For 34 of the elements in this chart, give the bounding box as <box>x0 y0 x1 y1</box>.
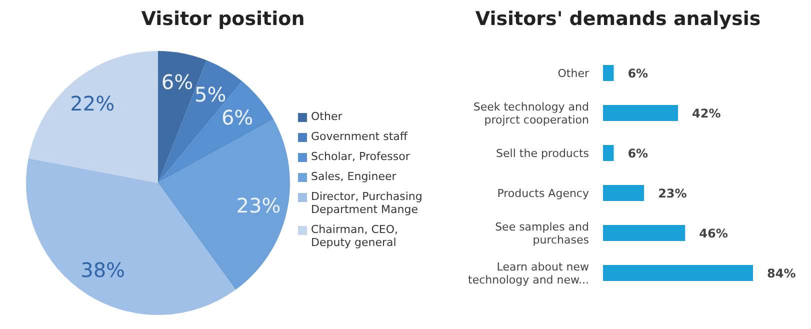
data-label: 23% <box>236 193 281 218</box>
data-label: 38% <box>80 258 126 282</box>
legend-label: Director, Purchasing Department Mange <box>311 190 424 216</box>
data-label: 5% <box>194 82 226 106</box>
bar <box>603 105 678 121</box>
bar <box>603 185 644 201</box>
data-label: 6% <box>221 105 254 130</box>
y-tick-label: See samples and purchases <box>495 220 590 246</box>
bar <box>603 145 614 161</box>
pie-slice <box>26 158 236 315</box>
chart-title: Visitors' demands analysis <box>474 8 762 32</box>
data-label: 22% <box>70 92 115 116</box>
data-label: 84% <box>767 266 796 280</box>
y-tick-label: Seek technology and projrct cooperation <box>473 100 590 126</box>
bar <box>603 225 686 241</box>
legend-label: Chairman, CEO, Deputy general <box>311 223 399 249</box>
bar <box>603 65 614 81</box>
y-tick-label: Products Agency <box>497 186 590 200</box>
data-label: 6% <box>161 70 194 94</box>
data-label: 6% <box>628 66 648 80</box>
legend-label: Scholar, Professor <box>311 150 410 163</box>
data-label: 42% <box>692 106 721 120</box>
legend-label: Government staff <box>311 130 408 143</box>
bar <box>603 265 753 281</box>
legend-label: Other <box>311 110 342 123</box>
data-label: 46% <box>699 226 728 240</box>
y-tick-label: Sell the products <box>496 146 590 160</box>
y-tick-label: Learn about new technology and new... <box>468 260 589 286</box>
legend-label: Sales, Engineer <box>311 170 396 183</box>
data-label: 6% <box>628 146 648 160</box>
pie-slice <box>28 51 158 183</box>
data-label: 23% <box>658 186 687 200</box>
y-tick-label: Other <box>558 66 590 80</box>
chart-title: Visitor position <box>140 8 306 32</box>
